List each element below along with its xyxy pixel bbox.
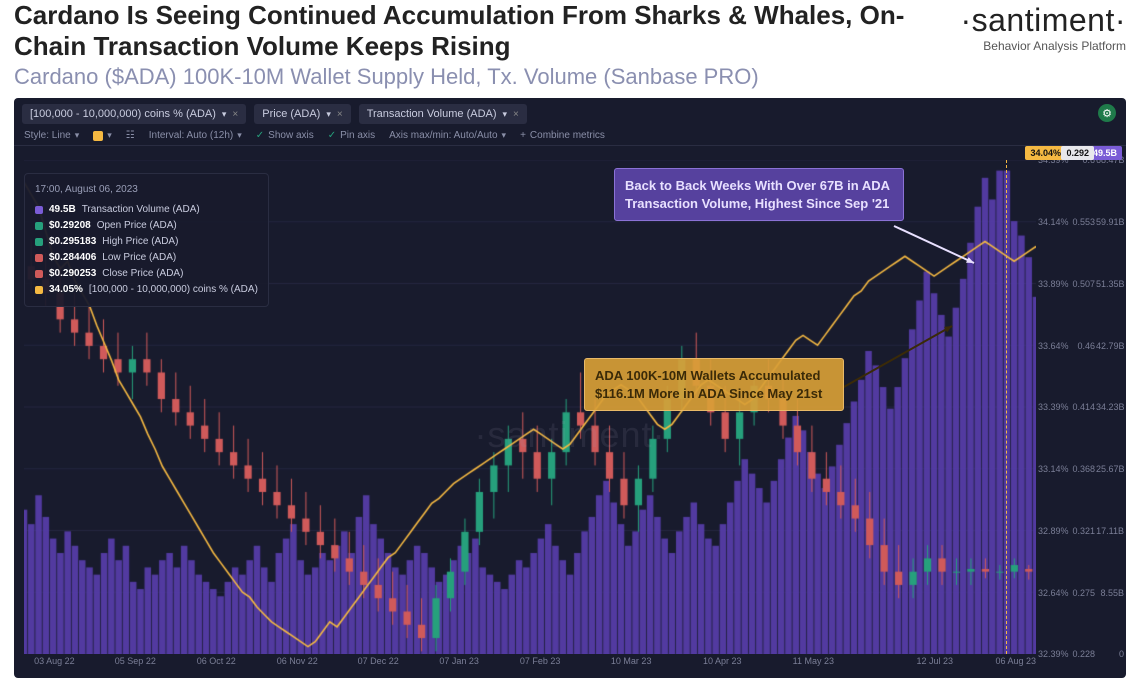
y-axis-right: 34.39%0.668.47B34.14%0.55359.91B33.89%0.… [1036, 160, 1126, 654]
x-tick: 06 Oct 22 [197, 656, 236, 666]
close-icon[interactable]: × [232, 109, 238, 120]
x-tick: 10 Mar 23 [611, 656, 652, 666]
logo: ·santiment· [960, 2, 1126, 39]
tab-label: [100,000 - 10,000,000) coins % (ADA) [30, 108, 216, 120]
tab-volume[interactable]: Transaction Volume (ADA) ▾ × [359, 104, 527, 124]
x-tick: 05 Sep 22 [115, 656, 156, 666]
logo-subtitle: Behavior Analysis Platform [960, 39, 1126, 53]
logo-block: ·santiment· Behavior Analysis Platform [960, 0, 1126, 53]
close-icon[interactable]: × [337, 109, 343, 120]
x-tick: 10 Apr 23 [703, 656, 742, 666]
y-tick: 33.39%0.41434.23B [1036, 402, 1126, 412]
tab-label: Transaction Volume (ADA) [367, 108, 497, 120]
x-tick: 06 Nov 22 [277, 656, 318, 666]
tooltip-row: $0.29208 Open Price (ADA) [35, 218, 258, 234]
axis-minmax[interactable]: Axis max/min: Auto/Auto▾ [389, 130, 506, 141]
chart-container: ⚙ [100,000 - 10,000,000) coins % (ADA) ▾… [14, 98, 1126, 678]
chevron-down-icon: ▾ [222, 109, 227, 120]
show-axis-toggle[interactable]: ✓Show axis [256, 130, 314, 141]
y-tick: 33.89%0.50751.35B [1036, 279, 1126, 289]
annotation-volume: Back to Back Weeks With Over 67B in ADA … [614, 168, 904, 221]
interval-selector[interactable]: Interval: Auto (12h)▾ [149, 130, 242, 141]
y-tick: 33.14%0.36825.67B [1036, 464, 1126, 474]
style-selector[interactable]: Style: Line▾ [24, 130, 79, 141]
axis-value-label: 0.292 [1061, 146, 1094, 160]
page-title: Cardano Is Seeing Continued Accumulation… [14, 0, 960, 62]
tab-supply[interactable]: [100,000 - 10,000,000) coins % (ADA) ▾ × [22, 104, 246, 124]
chart-toolbar: Style: Line▾ ▾ ☷ Interval: Auto (12h)▾ ✓… [14, 128, 1126, 146]
y-tick: 33.64%0.4642.79B [1036, 341, 1126, 351]
tooltip-row: $0.295183 High Price (ADA) [35, 234, 258, 250]
y-tick: 34.14%0.55359.91B [1036, 217, 1126, 227]
tooltip-row: $0.284406 Low Price (ADA) [35, 250, 258, 266]
chevron-down-icon: ▾ [326, 109, 331, 120]
color-swatch[interactable]: ▾ [93, 130, 112, 141]
pin-axis-toggle[interactable]: ✓Pin axis [328, 130, 375, 141]
x-tick: 12 Jul 23 [917, 656, 954, 666]
y-tick: 32.89%0.32117.11B [1036, 526, 1126, 536]
stack-icon[interactable]: ☷ [126, 130, 135, 141]
tab-label: Price (ADA) [262, 108, 320, 120]
x-axis-bottom: 03 Aug 22 05 Sep 22 06 Oct 22 06 Nov 22 07 D… [24, 656, 1036, 674]
annotation-supply: ADA 100K-10M Wallets Accumulated $116.1M… [584, 358, 844, 411]
data-tooltip: 17:00, August 06, 2023 49.5B Transaction… [24, 173, 269, 307]
chevron-down-icon: ▾ [503, 109, 508, 120]
y-tick: 32.39%0.2280 [1036, 649, 1126, 659]
tooltip-timestamp: 17:00, August 06, 2023 [35, 182, 258, 198]
close-icon[interactable]: × [513, 109, 519, 120]
x-tick: 07 Feb 23 [520, 656, 561, 666]
page-subtitle: Cardano ($ADA) 100K-10M Wallet Supply He… [14, 64, 960, 90]
combine-metrics[interactable]: +Combine metrics [520, 130, 605, 141]
x-tick: 07 Jan 23 [439, 656, 479, 666]
axis-value-label: 34.04% [1025, 146, 1066, 160]
watermark: ·santiment· [474, 414, 665, 456]
header: Cardano Is Seeing Continued Accumulation… [0, 0, 1140, 92]
x-tick: 07 Dec 22 [358, 656, 399, 666]
x-tick: 06 Aug 23 [995, 656, 1036, 666]
tab-price[interactable]: Price (ADA) ▾ × [254, 104, 350, 124]
x-tick: 03 Aug 22 [34, 656, 75, 666]
x-tick: 11 May 23 [793, 656, 834, 666]
tooltip-row: 34.05% [100,000 - 10,000,000) coins % (A… [35, 282, 258, 298]
metric-tabs: [100,000 - 10,000,000) coins % (ADA) ▾ ×… [14, 98, 1126, 128]
tooltip-row: $0.290253 Close Price (ADA) [35, 266, 258, 282]
y-tick: 32.64%0.2758.55B [1036, 588, 1126, 598]
tooltip-row: 49.5B Transaction Volume (ADA) [35, 202, 258, 218]
cursor-line [1006, 160, 1007, 654]
